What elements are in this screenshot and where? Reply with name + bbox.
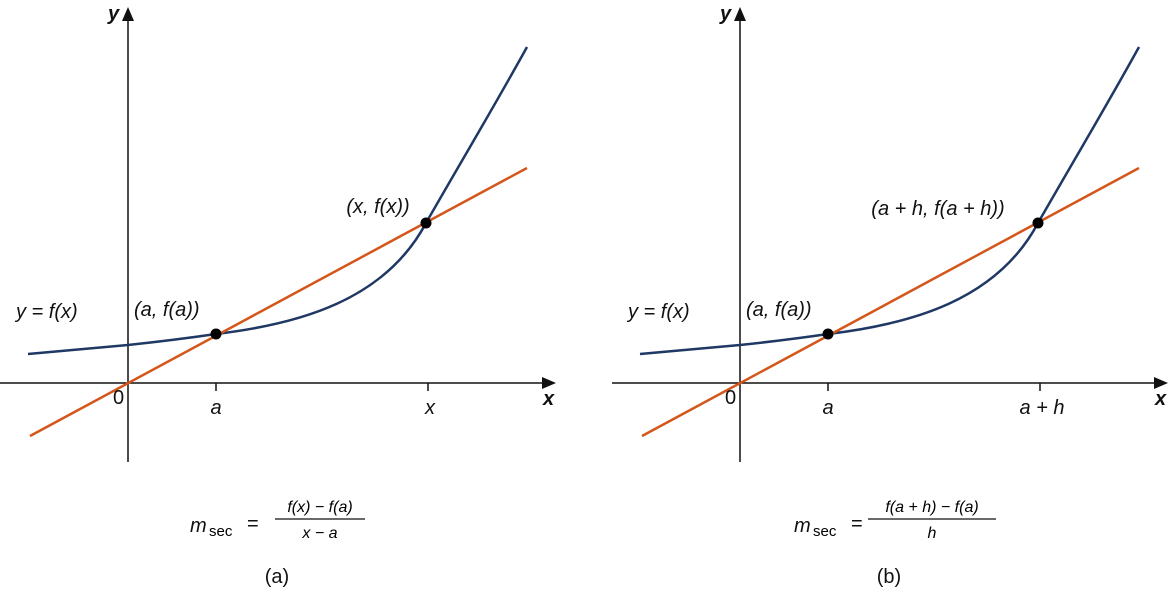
tick-label-2: a + h: [1019, 397, 1064, 419]
formula-denominator: x − a: [301, 525, 337, 542]
tick-label-1: a: [822, 397, 833, 419]
tick-label-1: a: [210, 397, 221, 419]
formula-numerator: f(x) − f(a): [287, 499, 352, 516]
function-label: y = f(x): [14, 301, 78, 323]
formula-equals: =: [247, 513, 259, 535]
panel-a: y x 0 a x (a, f(a)) (x, f(x)) y = f(x) m sec = f(x)…: [0, 3, 556, 588]
formula-denominator: h: [928, 525, 937, 542]
origin-label: 0: [113, 387, 124, 409]
origin-label: 0: [725, 387, 736, 409]
x-axis-arrow: [1154, 377, 1168, 389]
point-1: [210, 328, 222, 340]
x-axis-label: x: [542, 388, 555, 410]
formula-equals: =: [851, 513, 863, 535]
point-1-label: (a, f(a)): [134, 299, 200, 321]
secant-line: [641, 166, 1140, 438]
formula-sub: sec: [813, 523, 837, 540]
point-2: [1032, 217, 1044, 229]
secant-line: [29, 166, 528, 438]
formula-numerator: f(a + h) − f(a): [885, 499, 978, 516]
panel-caption: (b): [877, 566, 901, 588]
secant-slope-formula: m sec = f(x) − f(a) x − a: [190, 499, 365, 542]
function-curve: [639, 46, 1141, 356]
formula-m: m: [190, 515, 207, 537]
x-axis-arrow: [542, 377, 556, 389]
formula-sub: sec: [209, 523, 233, 540]
point-1: [822, 328, 834, 340]
panel-b: y x 0 a a + h (a, f(a)) (a + h, f(a + h)) y = f…: [612, 3, 1168, 588]
x-axis-label: x: [1154, 388, 1167, 410]
point-2-label: (x, f(x)): [346, 196, 409, 218]
function-label: y = f(x): [626, 301, 690, 323]
y-axis-arrow: [734, 7, 746, 21]
function-curve: [27, 46, 529, 356]
point-2-label: (a + h, f(a + h)): [871, 198, 1004, 220]
y-axis-label: y: [107, 3, 120, 25]
panel-caption: (a): [265, 566, 289, 588]
formula-m: m: [794, 515, 811, 537]
point-2: [420, 217, 432, 229]
y-axis-label: y: [719, 3, 732, 25]
secant-slope-formula: m sec = f(a + h) − f(a) h: [794, 499, 996, 542]
y-axis-arrow: [122, 7, 134, 21]
point-1-label: (a, f(a)): [746, 299, 812, 321]
tick-label-2: x: [424, 397, 436, 419]
